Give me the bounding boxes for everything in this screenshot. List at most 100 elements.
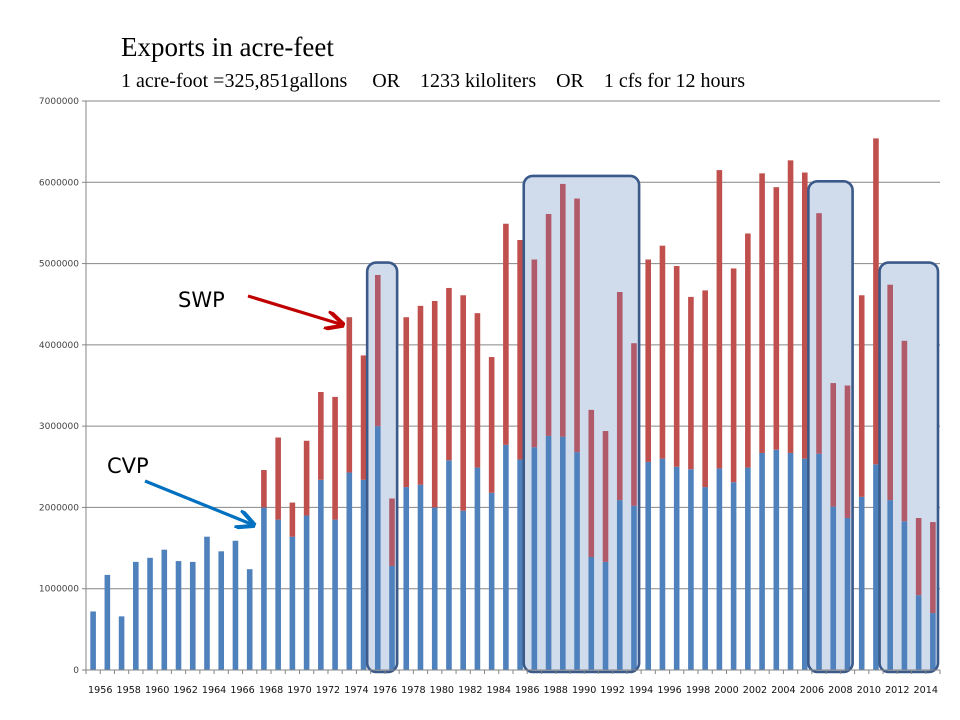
x-tick-label: 2010 xyxy=(857,685,881,696)
bar-swp-1999 xyxy=(702,290,708,488)
bars xyxy=(90,138,936,670)
highlight-box-fill xyxy=(523,175,640,672)
bar-cvp-1981 xyxy=(446,460,452,670)
bar-cvp-1957 xyxy=(104,574,111,670)
axes xyxy=(85,101,941,674)
bar-cvp-1975 xyxy=(360,479,367,670)
x-tick-label: 1978 xyxy=(401,685,425,696)
bar-cvp-1999 xyxy=(702,487,708,670)
chart-title: Exports in acre-feet xyxy=(121,32,334,62)
annotation-cvp-arrow xyxy=(144,479,251,524)
bar-cvp-1963 xyxy=(189,561,196,670)
bar-cvp-1962 xyxy=(175,561,182,670)
bar-cvp-1983 xyxy=(474,467,481,670)
y-tick-label: 7000000 xyxy=(39,97,79,107)
bar-cvp-1960 xyxy=(147,557,153,670)
bar-swp-1983 xyxy=(474,313,481,468)
bar-swp-1980 xyxy=(431,300,438,508)
bar-cvp-2015 xyxy=(930,613,936,670)
bar-swp-1997 xyxy=(673,266,680,467)
bar-swp-1977 xyxy=(389,498,395,566)
bar-cvp-1956 xyxy=(90,611,96,670)
bar-cvp-1989 xyxy=(560,436,566,670)
x-tick-label: 2008 xyxy=(828,685,852,696)
bar-swp-1973 xyxy=(332,396,338,520)
bar-swp-2004 xyxy=(773,187,780,450)
x-tick-label: 2002 xyxy=(743,685,767,696)
chart-subtitle: 1 acre-foot =325,851gallons OR 1233 kilo… xyxy=(121,70,745,92)
bar-swp-2002 xyxy=(745,233,751,468)
bar-cvp-1968 xyxy=(261,507,267,670)
highlight-box-border xyxy=(522,174,641,674)
bar-cvp-1967 xyxy=(246,569,253,670)
bar-cvp-2009 xyxy=(844,517,851,670)
y-tick-label: 2000000 xyxy=(39,503,79,513)
bar-swp-2009 xyxy=(844,385,851,518)
bar-cvp-1972 xyxy=(318,479,324,670)
y-tick-label: 1000000 xyxy=(39,585,79,595)
bar-swp-2011 xyxy=(873,138,879,465)
y-tick-label: 3000000 xyxy=(39,422,79,432)
bar-swp-1985 xyxy=(503,223,509,445)
bar-swp-2015 xyxy=(930,522,936,614)
bar-cvp-1978 xyxy=(403,487,410,670)
annotation-swp-label: SWP xyxy=(178,288,225,312)
x-tick-labels: 1956 1958 1960 1962 1964 1966 1968 1970 1972 1974… xyxy=(88,685,938,696)
x-tick-label: 1970 xyxy=(287,685,311,696)
bar-swp-2006 xyxy=(801,172,808,459)
highlight-box-border xyxy=(807,179,854,674)
bar-swp-2013 xyxy=(901,340,908,522)
bar-cvp-1988 xyxy=(545,435,552,670)
x-tick-label: 2004 xyxy=(771,685,795,696)
bar-swp-2005 xyxy=(787,160,794,453)
bar-cvp-1997 xyxy=(673,466,680,670)
y-tick-label: 0 xyxy=(73,666,79,676)
bar-cvp-1961 xyxy=(161,549,168,670)
bar-swp-2012 xyxy=(887,284,893,501)
bar-cvp-1958 xyxy=(118,616,125,670)
x-tick-label: 1962 xyxy=(173,685,197,696)
bar-swp-1989 xyxy=(560,183,566,437)
bar-cvp-2002 xyxy=(745,467,751,670)
bar-cvp-1977 xyxy=(389,565,395,670)
bar-cvp-2012 xyxy=(887,500,893,670)
bar-swp-1976 xyxy=(374,274,381,427)
x-tick-label: 1996 xyxy=(657,685,681,696)
x-tick-label: 1958 xyxy=(116,685,140,696)
bar-cvp-1964 xyxy=(204,536,210,670)
bar-cvp-2003 xyxy=(759,452,765,670)
bar-cvp-1973 xyxy=(332,519,338,670)
bar-swp-1996 xyxy=(659,245,666,459)
bar-swp-2001 xyxy=(730,268,737,483)
bar-swp-1981 xyxy=(446,287,452,461)
x-tick-label: 1992 xyxy=(600,685,624,696)
bar-swp-2010 xyxy=(858,295,865,497)
x-tick-label: 1972 xyxy=(316,685,340,696)
bar-cvp-1990 xyxy=(574,452,580,670)
bar-cvp-1965 xyxy=(218,551,225,670)
bar-cvp-1979 xyxy=(417,484,424,670)
bar-swp-1991 xyxy=(588,409,595,558)
bar-cvp-1982 xyxy=(460,510,466,670)
highlight-box-fill xyxy=(879,262,938,672)
bar-cvp-1984 xyxy=(488,492,495,670)
bar-cvp-2004 xyxy=(773,449,780,670)
bar-cvp-2010 xyxy=(858,496,865,670)
bar-swp-1970 xyxy=(289,502,296,537)
bar-swp-1979 xyxy=(417,305,424,485)
x-tick-label: 1980 xyxy=(430,685,454,696)
bar-swp-1988 xyxy=(545,213,552,436)
bar-swp-1990 xyxy=(574,198,580,453)
bar-swp-1987 xyxy=(531,259,538,448)
bar-cvp-1987 xyxy=(531,447,538,670)
bar-cvp-1966 xyxy=(232,540,239,670)
bar-cvp-2013 xyxy=(901,521,908,670)
bar-swp-1993 xyxy=(616,292,623,501)
bar-cvp-1998 xyxy=(688,469,694,670)
highlight-box-border xyxy=(878,261,940,674)
bar-cvp-2006 xyxy=(801,458,808,670)
bar-cvp-1991 xyxy=(588,557,595,670)
bar-swp-2008 xyxy=(830,383,837,507)
bar-cvp-1974 xyxy=(346,472,353,670)
